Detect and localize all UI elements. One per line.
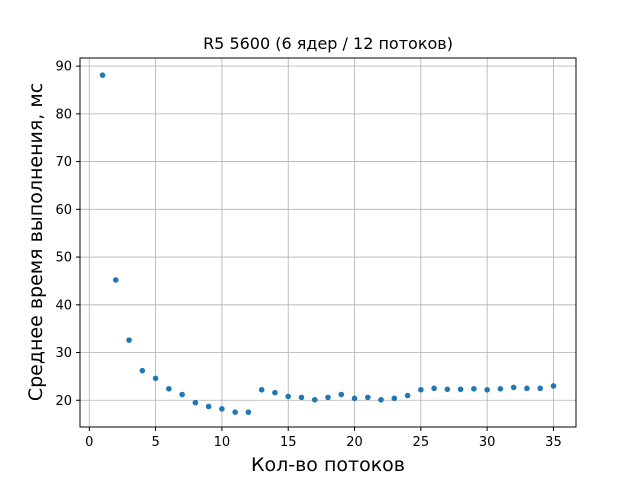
data-point [232,409,238,416]
data-point [404,392,411,399]
data-point [245,409,252,416]
data-point [431,385,437,392]
data-point [497,386,504,392]
x-tick-label: 15 [280,435,297,450]
x-tick-label: 0 [85,435,93,450]
data-points [99,72,557,416]
data-point [258,386,265,393]
y-tick-label: 40 [55,298,72,313]
data-point [364,394,371,401]
axis-ticks: 0 5 10 15 20 25 30 35 20 30 40 50 60 70 80 90 [55,60,561,450]
data-point [285,393,292,400]
data-point [272,389,278,396]
data-point [325,394,331,401]
y-tick-label: 20 [55,394,72,409]
data-point [378,396,384,403]
data-point [298,394,305,401]
grid [80,58,576,427]
x-tick-label: 20 [346,435,363,450]
x-tick-label: 5 [151,435,159,450]
data-point [537,385,543,392]
data-point [166,386,172,392]
data-point [510,384,517,391]
data-point [457,386,464,393]
data-point [113,277,119,283]
x-tick-label: 25 [413,435,430,450]
data-point [351,395,358,402]
data-point [550,383,557,389]
data-point [444,386,451,393]
y-tick-label: 60 [55,203,72,218]
y-tick-label: 50 [55,251,72,266]
y-tick-label: 90 [55,60,72,75]
data-point [391,395,398,402]
data-point [524,385,530,392]
x-axis-label: Кол-во потоков [251,454,405,476]
data-point [484,386,490,393]
chart-title: R5 5600 (6 ядер / 12 потоков) [203,34,453,53]
data-point [152,375,159,382]
data-point [471,386,477,392]
x-tick-label: 30 [479,435,496,450]
plot-frame [79,57,577,428]
data-point [418,386,424,393]
y-tick-label: 80 [55,107,72,122]
data-point [338,391,345,398]
data-point [179,391,185,398]
data-point [139,367,146,374]
y-tick-label: 30 [55,346,72,361]
data-point [99,72,106,78]
y-axis-label: Среднее время выполнения, мс [25,83,47,401]
y-tick-label: 70 [55,155,72,170]
data-point [219,406,225,412]
data-point [126,337,132,343]
data-point [311,396,318,403]
x-tick-label: 35 [545,435,562,450]
data-point [192,399,199,406]
x-tick-label: 10 [214,435,231,450]
data-point [205,403,212,410]
